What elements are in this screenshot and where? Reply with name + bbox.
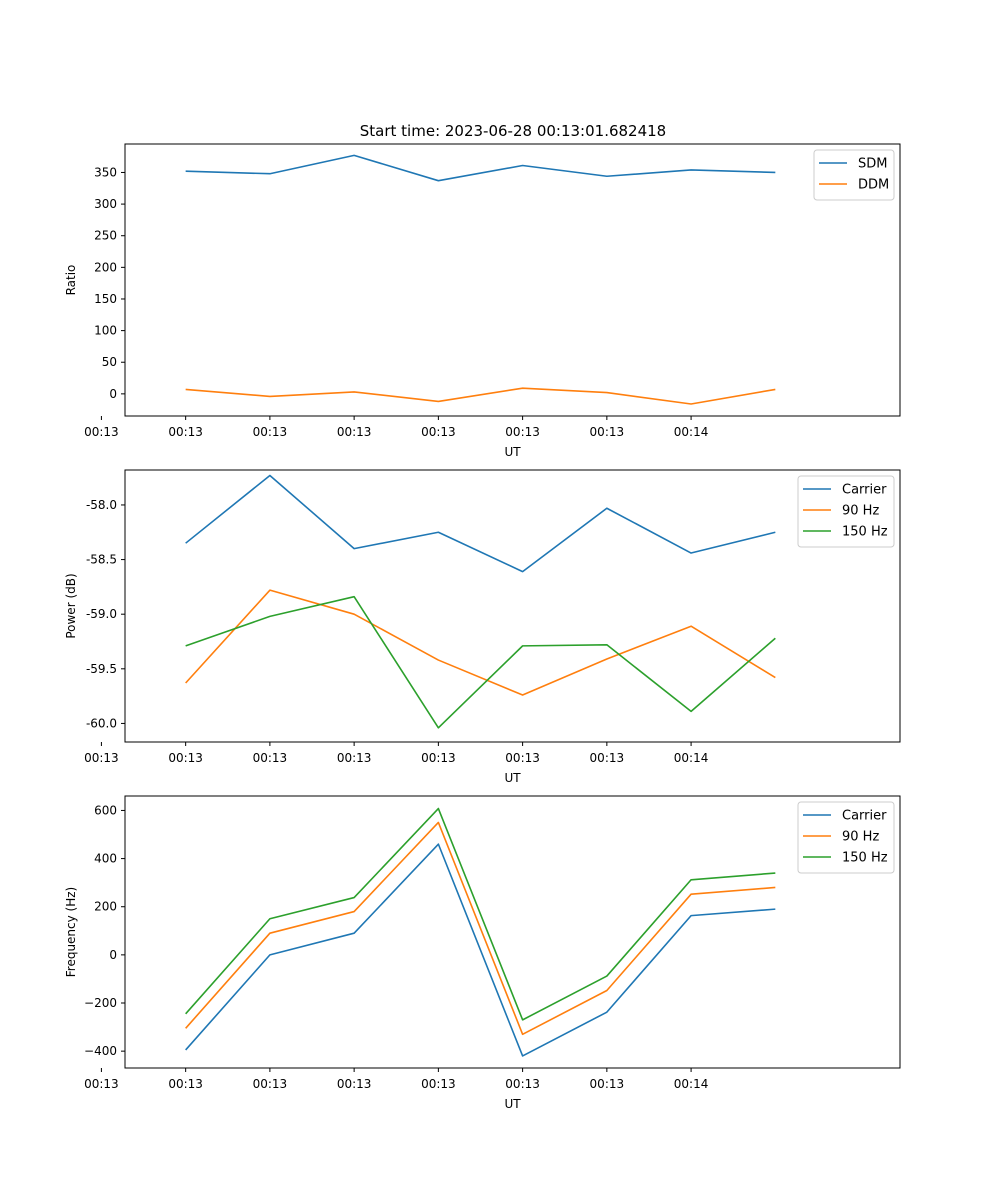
legend-label: DDM bbox=[858, 178, 889, 193]
y-tick-label: 350 bbox=[94, 165, 117, 179]
legend-label: 150 Hz bbox=[842, 525, 888, 540]
x-tick-label: 00:13 bbox=[421, 1077, 456, 1091]
y-tick-label: −200 bbox=[84, 996, 117, 1010]
series-line-150-hz bbox=[185, 595, 776, 729]
x-tick-label: 00:13 bbox=[505, 751, 540, 765]
series-line-carrier bbox=[185, 843, 776, 1057]
x-tick-label: 00:13 bbox=[590, 1077, 625, 1091]
series-line-90-hz bbox=[185, 589, 776, 696]
legend-label: 90 Hz bbox=[842, 504, 879, 519]
x-tick-label: 00:13 bbox=[505, 425, 540, 439]
y-tick-label: 50 bbox=[102, 355, 117, 369]
legend: Carrier 90 Hz 150 Hz bbox=[797, 801, 895, 874]
y-tick-label: -59.5 bbox=[86, 662, 117, 676]
x-tick-label: 00:14 bbox=[674, 425, 709, 439]
y-tick-label: 200 bbox=[94, 260, 117, 274]
y-axis-label: Frequency (Hz) bbox=[64, 887, 78, 978]
y-tick-label: 600 bbox=[94, 803, 117, 817]
x-tick-label: 00:13 bbox=[168, 751, 203, 765]
x-axis-label: UT bbox=[504, 771, 521, 785]
subplot-ratio: 00:13 00:13 00:13 00:13 00:13 00:13 00:13 00:14… bbox=[64, 143, 901, 459]
legend-label: Carrier bbox=[842, 809, 887, 824]
series-line-sdm bbox=[185, 154, 776, 182]
x-tick-label: 00:13 bbox=[253, 751, 288, 765]
axes-frame bbox=[124, 795, 901, 1069]
legend-label: SDM bbox=[858, 157, 887, 172]
x-tick-label: 00:13 bbox=[337, 425, 372, 439]
axes-frame bbox=[124, 469, 901, 743]
y-axis-label: Ratio bbox=[64, 265, 78, 296]
x-tick-label: 00:13 bbox=[505, 1077, 540, 1091]
y-tick-label: -58.0 bbox=[86, 498, 117, 512]
y-tick-label: 250 bbox=[94, 229, 117, 243]
x-tick-label: 00:13 bbox=[84, 425, 119, 439]
x-tick-label: 00:13 bbox=[168, 425, 203, 439]
y-tick-label: 300 bbox=[94, 197, 117, 211]
x-tick-label: 00:13 bbox=[590, 751, 625, 765]
figure-title: Start time: 2023-06-28 00:13:01.682418 bbox=[360, 122, 666, 140]
series-line-150-hz bbox=[185, 807, 776, 1021]
x-tick-label: 00:14 bbox=[674, 1077, 709, 1091]
x-tick-label: 00:13 bbox=[253, 425, 288, 439]
y-tick-label: 0 bbox=[109, 387, 117, 401]
y-tick-label: 100 bbox=[94, 324, 117, 338]
y-axis-label: Power (dB) bbox=[64, 573, 78, 638]
y-tick-label: -59.0 bbox=[86, 607, 117, 621]
legend-label: 150 Hz bbox=[842, 851, 888, 866]
x-tick-label: 00:13 bbox=[84, 751, 119, 765]
series-line-ddm bbox=[185, 387, 776, 405]
y-tick-label: 400 bbox=[94, 852, 117, 866]
y-tick-label: 0 bbox=[109, 948, 117, 962]
y-tick-label: −400 bbox=[84, 1044, 117, 1058]
x-axis-label: UT bbox=[504, 445, 521, 459]
x-tick-label: 00:14 bbox=[674, 751, 709, 765]
subplot-power: 00:13 00:13 00:13 00:13 00:13 00:13 00:13 00:14… bbox=[64, 469, 901, 785]
x-tick-label: 00:13 bbox=[84, 1077, 119, 1091]
x-tick-label: 00:13 bbox=[421, 751, 456, 765]
x-tick-label: 00:13 bbox=[253, 1077, 288, 1091]
y-tick-label: -60.0 bbox=[86, 716, 117, 730]
x-tick-label: 00:13 bbox=[590, 425, 625, 439]
x-tick-label: 00:13 bbox=[421, 425, 456, 439]
legend-box bbox=[797, 801, 895, 874]
y-tick-label: -58.5 bbox=[86, 553, 117, 567]
series-line-carrier bbox=[185, 474, 776, 573]
legend: Carrier 90 Hz 150 Hz bbox=[797, 475, 895, 548]
y-tick-label: 150 bbox=[94, 292, 117, 306]
axes-frame bbox=[124, 143, 901, 417]
series-line-90-hz bbox=[185, 821, 776, 1036]
x-tick-label: 00:13 bbox=[337, 1077, 372, 1091]
x-axis-label: UT bbox=[504, 1097, 521, 1111]
x-tick-label: 00:13 bbox=[337, 751, 372, 765]
legend-box bbox=[797, 475, 895, 548]
y-tick-label: 200 bbox=[94, 900, 117, 914]
legend-label: Carrier bbox=[842, 483, 887, 498]
legend: SDM DDM bbox=[813, 149, 895, 201]
legend-label: 90 Hz bbox=[842, 830, 879, 845]
x-tick-label: 00:13 bbox=[168, 1077, 203, 1091]
subplot-frequency: 00:13 00:13 00:13 00:13 00:13 00:13 00:13 00:14… bbox=[64, 795, 901, 1111]
